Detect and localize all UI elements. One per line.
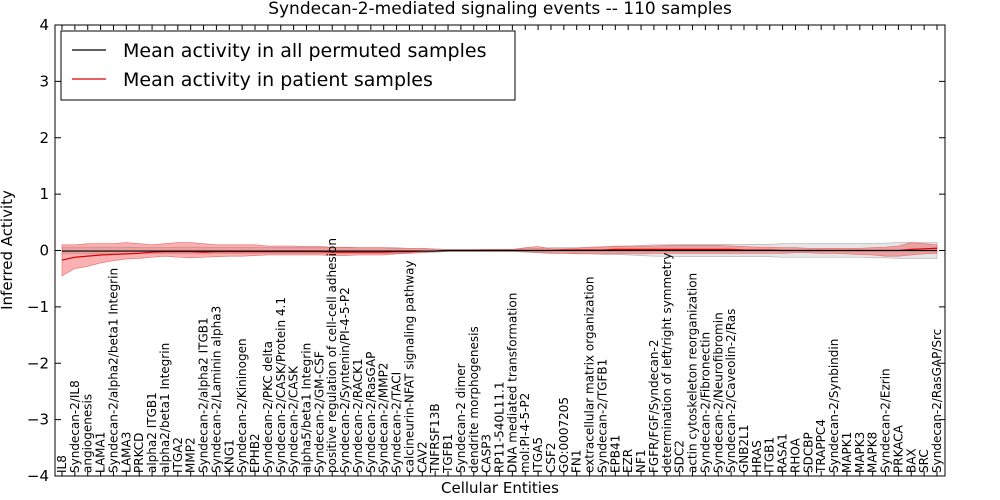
x-tick-label: Syndecan-2/PKC delta — [261, 341, 275, 473]
x-axis-ticks: IL8Syndecan-2/IL8angiogenesisLAMA1Syndec… — [55, 25, 944, 476]
x-tick-label: BAX — [904, 448, 918, 473]
x-tick-label: ITGB1 — [763, 437, 777, 473]
x-tick-label: EPHB2 — [248, 433, 262, 473]
y-axis-ticks: −4 −3 −2 −1 0 1 2 3 4 — [27, 16, 945, 485]
x-tick-label: alpha5/beta1 Integrin — [299, 343, 313, 473]
y-tick-label: 1 — [39, 185, 49, 203]
x-tick-label: SRC — [917, 449, 931, 473]
x-tick-label: Syndecan-2/TGFB1 — [595, 359, 609, 473]
x-tick-label: Syndecan-2 dimer — [454, 363, 468, 473]
legend-box — [60, 30, 516, 101]
x-tick-label: extracellular matrix organization — [583, 277, 597, 474]
x-tick-label: Syndecan-2/Laminin alpha3 — [209, 306, 223, 473]
x-tick-label: MMP2 — [184, 437, 198, 473]
x-tick-label: FN1 — [570, 449, 584, 473]
x-tick-label: MAPK3 — [853, 432, 867, 473]
y-tick-label: −2 — [27, 354, 49, 372]
x-tick-label: ITGA2 — [171, 437, 185, 473]
x-tick-label: NF1 — [634, 449, 648, 473]
x-tick-label: alpha2/beta1 Integrin — [158, 343, 172, 473]
line-permuted — [62, 249, 937, 252]
legend-label-permuted: Mean activity in all permuted samples — [123, 40, 486, 62]
x-tick-label: Syndecan-2/Kininogen — [235, 338, 249, 473]
x-tick-label: angiogenesis — [81, 394, 95, 473]
x-tick-label: TNFRSF13B — [428, 403, 442, 474]
x-tick-label: Syndecan-2/alpha2 ITGB1 — [197, 317, 211, 473]
x-tick-label: HRAS — [750, 440, 764, 473]
x-tick-label: ITGA5 — [531, 437, 545, 473]
x-tick-label: Syndecan-2/Ezrin — [879, 368, 893, 473]
x-tick-label: DNA mediated transformation — [505, 293, 519, 473]
y-tick-label: 2 — [39, 129, 49, 147]
x-tick-label: Syndecan-2/RACK1 — [351, 358, 365, 473]
legend-label-patient: Mean activity in patient samples — [123, 69, 433, 91]
x-tick-label: dendrite morphogenesis — [467, 326, 481, 473]
x-tick-label: SDC2 — [673, 440, 687, 473]
series-lines — [61, 247, 938, 261]
x-tick-label: CSF2 — [544, 442, 558, 473]
x-tick-label: Syndecan-2/Syntenin/PI-4-5-P2 — [338, 287, 352, 473]
x-tick-label: Syndecan-2/Neurofibromin — [711, 312, 725, 473]
x-tick-label: LAMA3 — [119, 432, 133, 473]
legend: Mean activity in all permuted samples Me… — [60, 30, 516, 101]
x-tick-label: Syndecan-2/MMP2 — [377, 363, 391, 473]
y-tick-label: −4 — [27, 467, 49, 485]
y-tick-label: −1 — [27, 298, 49, 316]
chart-title: Syndecan-2-mediated signaling events -- … — [268, 0, 732, 19]
x-tick-label: RHOA — [788, 437, 802, 473]
x-tick-label: Syndecan-2/Fibronectin — [698, 332, 712, 473]
x-tick-label: Syndecan-2/GM-CSF — [312, 351, 326, 473]
x-tick-label: EZR — [621, 449, 635, 473]
y-tick-label: 3 — [39, 72, 49, 90]
x-tick-label: Syndecan-2/alpha2/beta1 Integrin — [106, 268, 120, 473]
x-tick-label: IL8 — [55, 455, 69, 473]
x-tick-label: Syndecan-2/Caveolin-2/Ras — [724, 309, 738, 473]
x-tick-label: CAV2 — [415, 441, 429, 473]
x-tick-label: GNB2L1 — [737, 425, 751, 473]
x-tick-label: positive regulation of cell-cell adhesio… — [325, 238, 339, 473]
x-tick-label: Syndecan-2/RasGAP/Src — [930, 329, 944, 473]
y-tick-label: 0 — [39, 242, 49, 260]
x-tick-label: MAPK8 — [866, 432, 880, 473]
x-tick-label: RASA1 — [776, 433, 790, 473]
x-tick-label: LAMA1 — [94, 432, 108, 473]
x-tick-label: EPB41 — [608, 435, 622, 473]
x-tick-label: determination of left/right symmetry — [660, 253, 674, 473]
x-tick-label: PRKCD — [132, 433, 146, 473]
x-tick-label: GO:0007205 — [557, 397, 571, 473]
x-axis-label: Cellular Entities — [441, 479, 559, 497]
x-tick-label: Syndecan-2/RasGAP — [364, 352, 378, 473]
x-tick-label: alpha2 ITGB1 — [145, 392, 159, 473]
x-tick-label: PRKACA — [891, 424, 905, 473]
x-tick-label: calcineurin-NFAT signaling pathway — [402, 260, 416, 473]
x-tick-label: SDCBP — [801, 432, 815, 473]
x-tick-label: FGFR/FGF/Syndecan-2 — [647, 340, 661, 473]
x-tick-label: CASP3 — [480, 434, 494, 473]
x-tick-label: Syndecan-2/TACI — [390, 372, 404, 473]
y-tick-label: 4 — [39, 16, 49, 34]
x-tick-label: KNG1 — [222, 439, 236, 473]
x-tick-label: TRAPPC4 — [814, 419, 828, 474]
y-tick-label: −3 — [27, 411, 49, 429]
x-tick-label: RP11-540L11.1 — [493, 382, 507, 473]
x-tick-label: mol:PI-4-5-P2 — [518, 393, 532, 473]
plot-frame — [54, 24, 946, 477]
y-axis-label: Inferred Activity — [0, 190, 16, 310]
x-tick-label: Syndecan-2/CASK/Protein 4.1 — [274, 297, 288, 473]
x-tick-label: Syndecan-2/IL8 — [68, 380, 82, 473]
x-tick-label: Syndecan-2/CASK — [287, 365, 301, 473]
x-tick-label: TGFB1 — [441, 434, 455, 474]
x-tick-label: actin cytoskeleton reorganization — [686, 273, 700, 473]
x-tick-label: Syndecan-2/Synbindin — [827, 339, 841, 473]
x-tick-label: MAPK1 — [840, 432, 854, 473]
